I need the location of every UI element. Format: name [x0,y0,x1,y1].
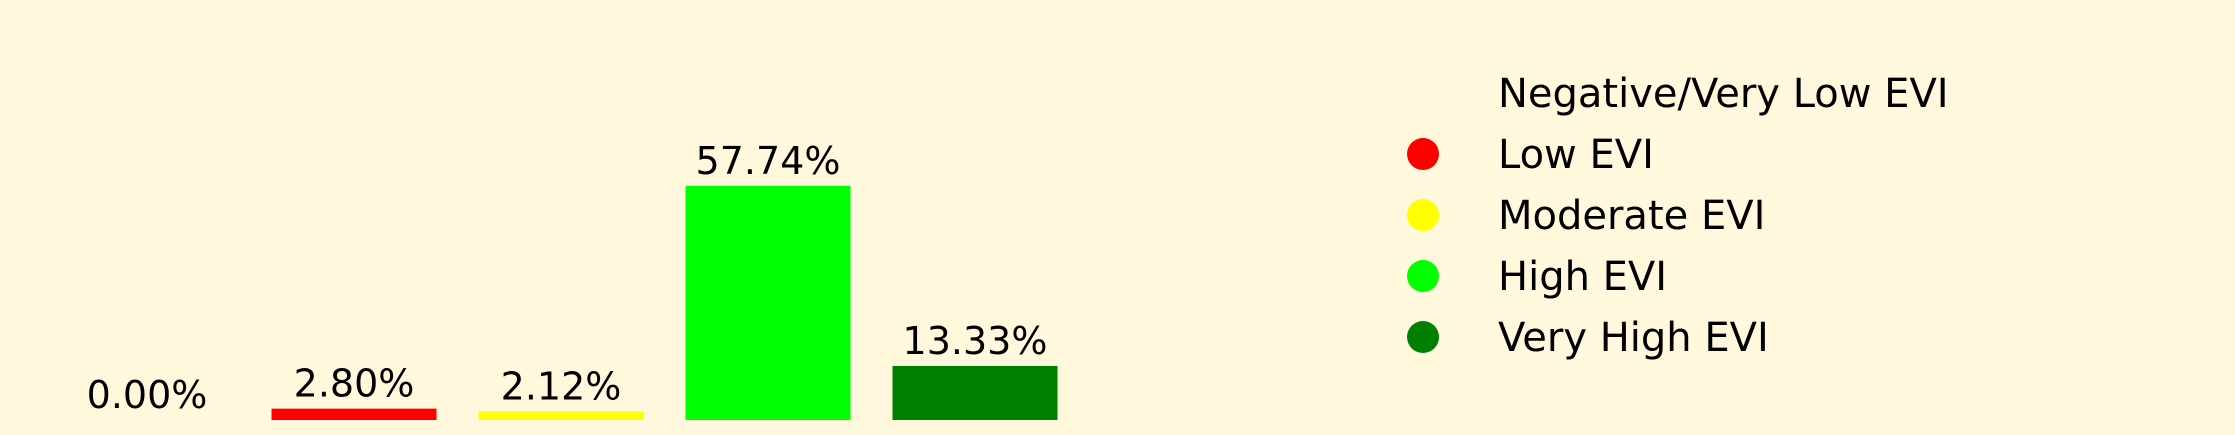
data-label-moderate-evi: 2.12% [501,364,622,408]
legend: Negative/Very Low EVI Low EVI Moderate EVI… [1407,71,1949,361]
bar-high-evi [685,185,851,420]
data-label-high-evi: 57.74% [696,139,841,183]
data-label-very-high-evi: 13.33% [903,319,1048,363]
data-label-low-evi: 2.80% [294,362,415,406]
bar-very-high-evi [892,365,1058,420]
bar-low-evi [271,408,437,420]
legend-marker-high-evi [1407,260,1439,292]
bars-group [271,185,1058,420]
legend-marker-moderate-evi [1407,199,1439,231]
data-label-negative-very-low-evi: 0.00% [87,373,208,417]
legend-label-moderate-evi: Moderate EVI [1498,193,1765,239]
legend-marker-low-evi [1407,138,1439,170]
legend-marker-negative-very-low-evi [1407,77,1439,109]
legend-marker-very-high-evi [1407,321,1439,353]
legend-label-high-evi: High EVI [1498,254,1667,300]
bar-moderate-evi [478,411,644,420]
bar-labels-group: 0.00% 2.80% 2.12% 57.74% 13.33% [87,139,1048,417]
legend-label-negative-very-low-evi: Negative/Very Low EVI [1498,71,1949,117]
legend-label-low-evi: Low EVI [1498,132,1654,178]
legend-label-very-high-evi: Very High EVI [1498,315,1769,361]
